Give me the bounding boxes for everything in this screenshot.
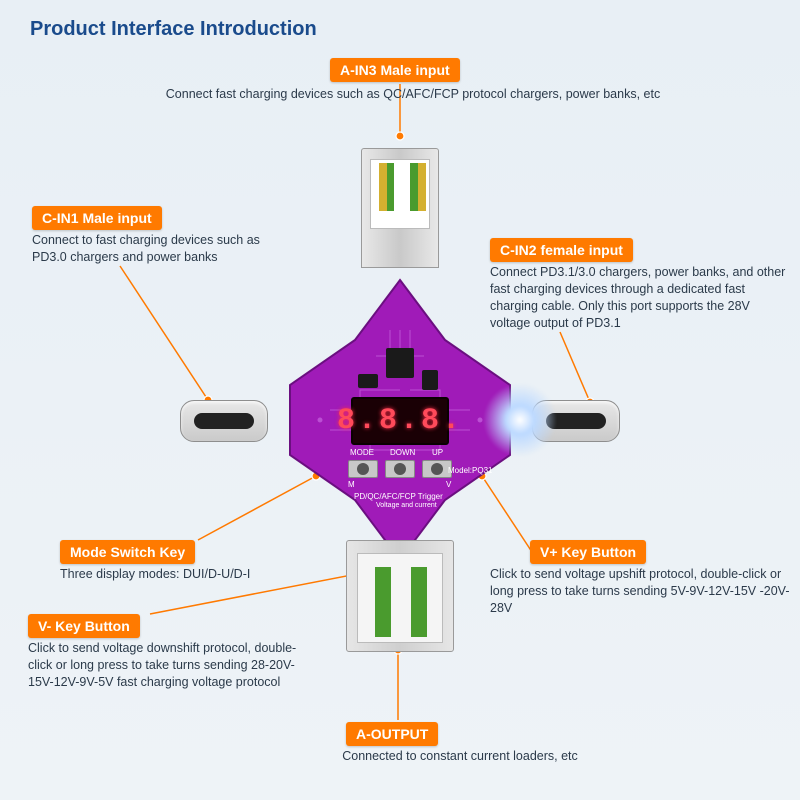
- silk-label: V: [446, 480, 451, 489]
- usb-a-male-a-in3[interactable]: [361, 148, 439, 268]
- callout-desc-c-in2: Connect PD3.1/3.0 chargers, power banks,…: [490, 264, 790, 332]
- ic-chip: [386, 348, 414, 378]
- callout-desc-a-output: Connected to constant current loaders, e…: [300, 748, 620, 765]
- silk-label: Voltage and current: [376, 502, 437, 509]
- seven-segment-display: 8.8.8.: [351, 397, 449, 445]
- display-readout: 8.8.8.: [337, 404, 463, 438]
- silk-label: UP: [432, 448, 443, 457]
- callout-tag-v-minus: V- Key Button: [28, 614, 140, 638]
- silk-label: MODE: [350, 448, 374, 457]
- callout-tag-a-output: A-OUTPUT: [346, 722, 438, 746]
- callout-tag-mode: Mode Switch Key: [60, 540, 195, 564]
- ic-chip: [358, 374, 378, 388]
- mode-button[interactable]: [348, 460, 378, 478]
- usb-a-female-a-output[interactable]: [346, 540, 454, 652]
- silk-label: Model:PQ31: [448, 466, 492, 475]
- callout-desc-v-minus: Click to send voltage downshift protocol…: [28, 640, 318, 691]
- silk-label: DOWN: [390, 448, 415, 457]
- callout-desc-c-in1: Connect to fast charging devices such as…: [32, 232, 292, 266]
- callout-tag-a-in3: A-IN3 Male input: [330, 58, 460, 82]
- silk-label: PD/QC/AFC/FCP Trigger: [354, 492, 443, 501]
- usb-c-female-c-in2[interactable]: [532, 400, 620, 442]
- page-title: Product Interface Introduction: [30, 18, 317, 41]
- callout-tag-c-in2: C-IN2 female input: [490, 238, 633, 262]
- v-minus-button[interactable]: [385, 460, 415, 478]
- callout-desc-a-in3: Connect fast charging devices such as QC…: [108, 86, 718, 103]
- callout-desc-v-plus: Click to send voltage upshift protocol, …: [490, 566, 790, 617]
- usb-c-male-c-in1[interactable]: [180, 400, 268, 442]
- callout-tag-v-plus: V+ Key Button: [530, 540, 646, 564]
- callout-tag-c-in1: C-IN1 Male input: [32, 206, 162, 230]
- silk-label: M: [348, 480, 355, 489]
- ic-chip: [422, 370, 438, 390]
- callout-desc-mode: Three display modes: DUI/D-U/D-I: [60, 566, 320, 583]
